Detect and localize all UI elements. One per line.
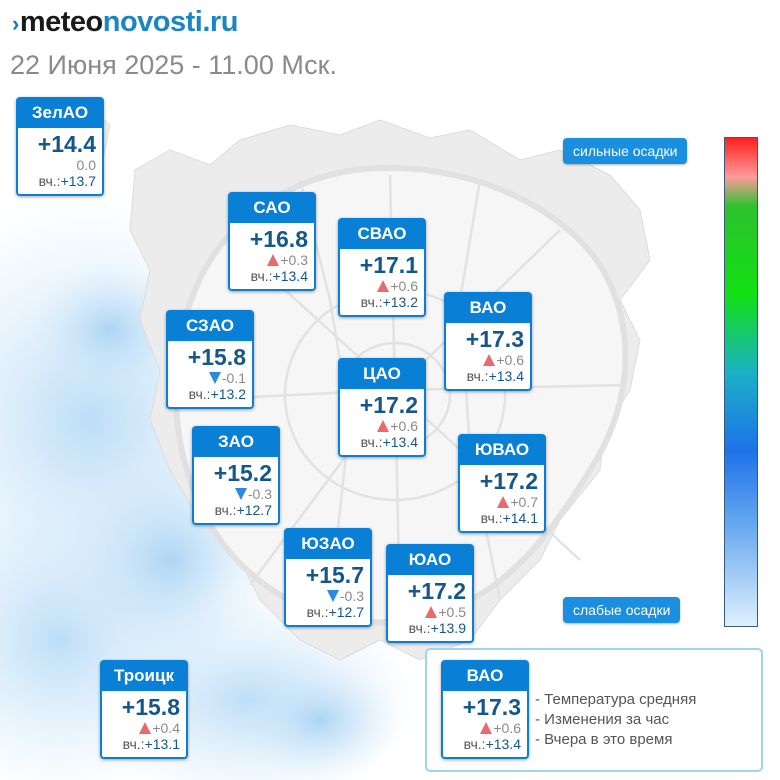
district-yesterday: вч.:+13.7 [38, 173, 96, 189]
report-datetime: 22 Июня 2025 - 11.00 Мск. [10, 50, 337, 80]
district-name: СВАО [340, 220, 424, 249]
district-yesterday: вч.:+13.1 [122, 736, 180, 752]
district-change: +0.4 [102, 720, 186, 736]
district-card-cao[interactable]: ЦАО +17.2 +0.6 вч.:+13.4 [338, 358, 426, 457]
district-change: -0.3 [286, 588, 370, 604]
district-name: ЦАО [340, 360, 424, 389]
district-yesterday: вч.:+14.1 [480, 510, 538, 526]
legend-line-change: - Изменения за час [535, 711, 670, 728]
district-yesterday: вч.:+13.4 [463, 736, 521, 752]
district-card-troick[interactable]: Троицк +15.8 +0.4 вч.:+13.1 [100, 660, 188, 759]
logo-mark-icon: › [12, 11, 19, 36]
district-yesterday: вч.:+13.2 [360, 294, 418, 310]
district-temp: +17.2 [359, 392, 418, 418]
legend-sample-card: ВАО +17.3 +0.6 вч.:+13.4 [441, 660, 529, 759]
rise-arrow-icon [377, 280, 390, 292]
precipitation-scale-bar [724, 137, 758, 627]
district-card-svao[interactable]: СВАО +17.1 +0.6 вч.:+13.2 [338, 218, 426, 317]
fall-arrow-icon [208, 372, 221, 384]
district-temp: +17.3 [465, 326, 524, 352]
fall-arrow-icon [326, 590, 339, 602]
district-name: ВАО [446, 294, 530, 323]
district-yesterday: вч.:+13.4 [250, 268, 308, 284]
district-name: ЗАО [194, 428, 278, 457]
legend-box: ВАО +17.3 +0.6 вч.:+13.4 - Температура с… [425, 648, 763, 772]
district-change: +0.6 [446, 352, 530, 368]
district-change: -0.1 [168, 370, 252, 386]
district-yesterday: вч.:+13.4 [360, 434, 418, 450]
district-card-yuvao[interactable]: ЮВАО +17.2 +0.7 вч.:+14.1 [458, 434, 546, 533]
district-card-yuao[interactable]: ЮАО +17.2 +0.5 вч.:+13.9 [386, 544, 474, 643]
district-temp: +14.4 [37, 131, 96, 157]
district-change: +0.5 [388, 604, 472, 620]
fall-arrow-icon [234, 488, 247, 500]
district-yesterday: вч.:+13.9 [408, 620, 466, 636]
district-temp: +16.8 [249, 226, 308, 252]
district-yesterday: вч.:+12.7 [306, 604, 364, 620]
rise-arrow-icon [377, 420, 390, 432]
district-temp: +17.3 [462, 694, 521, 720]
legend-line-temperature: - Температура средняя [535, 691, 697, 708]
legend-line-yesterday: - Вчера в это время [535, 731, 673, 748]
district-name: СЗАО [168, 312, 252, 341]
logo-text-meteo: meteo [19, 6, 103, 38]
district-change: +0.7 [460, 494, 544, 510]
district-card-zao[interactable]: ЗАО +15.2 -0.3 вч.:+12.7 [192, 426, 280, 525]
district-change: +0.6 [340, 278, 424, 294]
district-card-zelao[interactable]: ЗелАО +14.4 0.0 вч.:+13.7 [16, 97, 104, 196]
district-change: 0.0 [76, 157, 96, 173]
district-card-szao[interactable]: СЗАО +15.8 -0.1 вч.:+13.2 [166, 310, 254, 409]
rise-arrow-icon [267, 254, 280, 266]
rise-arrow-icon [139, 722, 152, 734]
district-name: ЗелАО [18, 99, 102, 128]
district-temp: +15.8 [121, 694, 180, 720]
district-card-vao[interactable]: ВАО +17.3 +0.6 вч.:+13.4 [444, 292, 532, 391]
district-temp: +15.2 [213, 460, 272, 486]
rise-arrow-icon [425, 606, 438, 618]
district-name: ВАО [443, 662, 527, 691]
district-name: ЮЗАО [286, 530, 370, 559]
district-change: +0.6 [443, 720, 527, 736]
logo-text-novosti: novosti.ru [102, 6, 239, 38]
rise-arrow-icon [483, 354, 496, 366]
district-temp: +15.7 [305, 562, 364, 588]
rise-arrow-icon [497, 496, 510, 508]
district-name: ЮАО [388, 546, 472, 575]
district-name: ЮВАО [460, 436, 544, 465]
district-change: +0.3 [230, 252, 314, 268]
district-temp: +15.8 [187, 344, 246, 370]
district-temp: +17.2 [407, 578, 466, 604]
rise-arrow-icon [480, 722, 493, 734]
district-temp: +17.1 [359, 252, 418, 278]
district-change: +0.6 [340, 418, 424, 434]
district-yesterday: вч.:+12.7 [214, 502, 272, 518]
scale-label-light: слабые осадки [563, 597, 681, 623]
district-temp: +17.2 [479, 468, 538, 494]
district-yesterday: вч.:+13.2 [188, 386, 246, 402]
scale-label-heavy: сильные осадки [563, 138, 688, 164]
district-change: -0.3 [194, 486, 278, 502]
district-card-yuzao[interactable]: ЮЗАО +15.7 -0.3 вч.:+12.7 [284, 528, 372, 627]
district-name: САО [230, 194, 314, 223]
district-yesterday: вч.:+13.4 [466, 368, 524, 384]
legend-explanations: - Температура средняя - Изменения за час… [535, 690, 696, 750]
site-logo[interactable]: ›meteonovosti.ru [12, 6, 238, 39]
district-name: Троицк [102, 662, 186, 691]
district-card-sao[interactable]: САО +16.8 +0.3 вч.:+13.4 [228, 192, 316, 291]
